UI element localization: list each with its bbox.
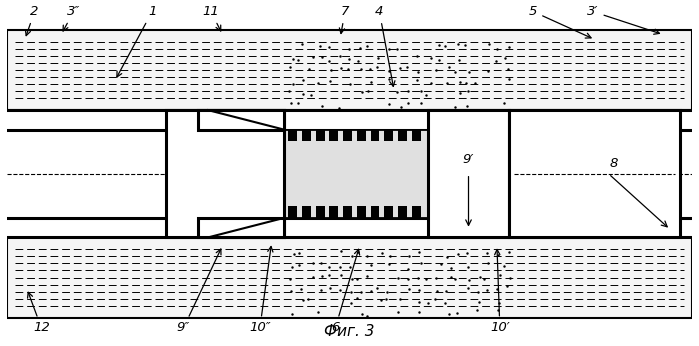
- Text: 3″: 3″: [63, 5, 80, 31]
- Text: 9″: 9″: [177, 249, 221, 335]
- Text: 3′: 3′: [587, 5, 659, 34]
- Text: 9′: 9′: [463, 153, 474, 166]
- Bar: [7, 218, 692, 237]
- Bar: [357, 130, 366, 142]
- Bar: [357, 206, 366, 218]
- Text: 8: 8: [610, 157, 618, 171]
- Text: 10′: 10′: [490, 249, 510, 335]
- Bar: [329, 130, 338, 142]
- Text: 12: 12: [27, 292, 50, 335]
- Bar: [302, 206, 311, 218]
- Text: 5: 5: [529, 5, 591, 38]
- Bar: [288, 130, 297, 142]
- Bar: [398, 130, 407, 142]
- Bar: [284, 130, 428, 218]
- Bar: [412, 130, 421, 142]
- Bar: [7, 30, 692, 110]
- Bar: [166, 110, 284, 237]
- Bar: [198, 218, 284, 237]
- Bar: [343, 206, 352, 218]
- Bar: [316, 206, 324, 218]
- Bar: [384, 206, 393, 218]
- Text: 1: 1: [117, 5, 157, 77]
- Text: 4: 4: [375, 5, 395, 86]
- Bar: [343, 130, 352, 142]
- Text: Фиг. 3: Фиг. 3: [324, 324, 374, 339]
- Bar: [316, 130, 324, 142]
- Bar: [412, 206, 421, 218]
- Bar: [329, 206, 338, 218]
- Bar: [198, 110, 284, 130]
- Bar: [288, 206, 297, 218]
- Bar: [7, 110, 692, 130]
- Bar: [302, 130, 311, 142]
- Text: 7: 7: [339, 5, 350, 34]
- Bar: [398, 206, 407, 218]
- Bar: [7, 110, 692, 237]
- Bar: [7, 130, 692, 218]
- Bar: [7, 237, 692, 318]
- Text: 2: 2: [25, 5, 38, 36]
- Bar: [428, 110, 509, 237]
- Bar: [509, 110, 680, 237]
- Bar: [370, 130, 380, 142]
- Bar: [370, 206, 380, 218]
- Text: 6: 6: [331, 249, 359, 335]
- Text: 10″: 10″: [249, 246, 273, 335]
- Bar: [384, 130, 393, 142]
- Text: 11: 11: [203, 5, 221, 31]
